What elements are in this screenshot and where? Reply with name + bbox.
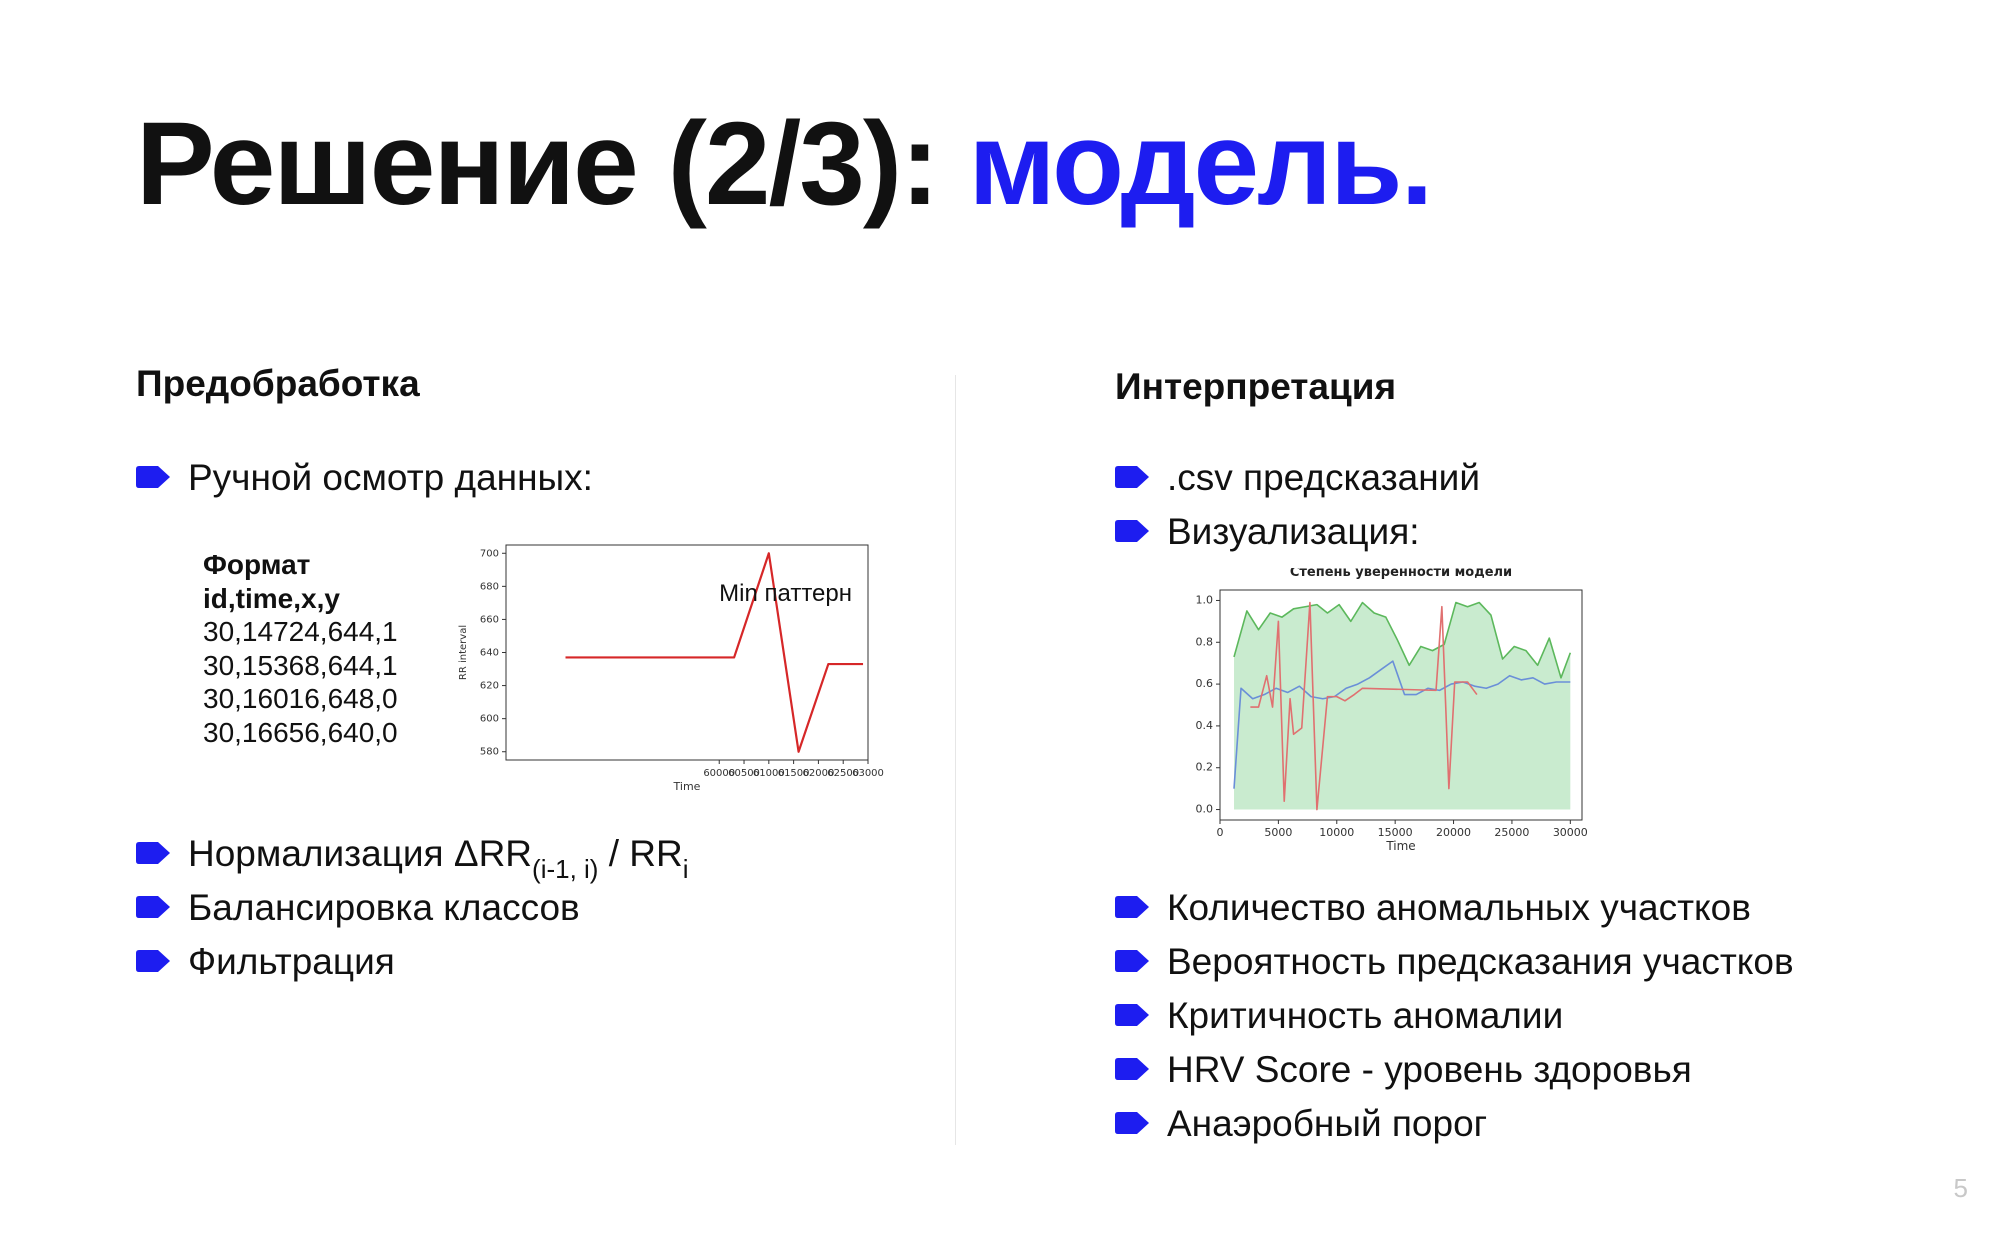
format-row: 30,16656,640,0 (203, 716, 398, 748)
y-tick-label: 0.6 (1196, 677, 1214, 690)
x-tick-label: 20000 (1436, 826, 1471, 839)
data-format-block: Формат id,time,x,y 30,14724,644,1 30,153… (203, 548, 398, 749)
x-tick-label: 61500 (778, 768, 810, 779)
arrow-right-icon (1115, 950, 1149, 972)
x-tick-label: 5000 (1264, 826, 1292, 839)
format-row: 30,16016,648,0 (203, 683, 398, 714)
x-tick-label: 62000 (803, 768, 835, 779)
arrow-right-icon (1115, 1004, 1149, 1026)
x-tick-label: 25000 (1494, 826, 1529, 839)
series-line-0 (565, 552, 864, 753)
bullet-text: Количество аномальных участков (1167, 887, 1751, 928)
list-item: HRV Score - уровень здоровья (1115, 1043, 1794, 1097)
right-bullets-top: .csv предсказаний Визуализация: (1115, 451, 1480, 559)
x-tick-label: 60500 (728, 768, 760, 779)
list-item: Ручной осмотр данных: (136, 451, 593, 505)
normalization-text: Нормализация ΔRR(i-1, i) / RRi (188, 833, 689, 882)
bullet-text: Вероятность предсказания участков (1167, 941, 1794, 982)
confidence-area (1234, 602, 1571, 810)
y-tick-label: 640 (480, 648, 499, 659)
bullet-text: Балансировка классов (188, 887, 580, 928)
chart-annotation: Min паттерн (719, 580, 852, 607)
format-header: id,time,x,y (203, 582, 340, 614)
series-line-1 (1233, 660, 1571, 789)
x-tick-label: 61000 (753, 768, 785, 779)
left-bullets-bottom: Нормализация ΔRR(i-1, i) / RRi Балансиро… (136, 827, 689, 989)
right-heading: Интерпретация (1115, 366, 1397, 407)
y-tick-label: 620 (480, 681, 499, 692)
norm-sub-index: (i-1, i) (532, 854, 599, 884)
x-tick-label: 15000 (1378, 826, 1413, 839)
list-item: Нормализация ΔRR(i-1, i) / RRi (136, 827, 689, 882)
title-accent: модель. (968, 98, 1433, 230)
y-tick-label: 1.0 (1196, 593, 1214, 606)
bullet-text: Анаэробный порог (1167, 1103, 1488, 1144)
list-item: Количество аномальных участков (1115, 881, 1794, 935)
x-tick-label: 63000 (852, 768, 884, 779)
bullet-text: .csv предсказаний (1167, 457, 1481, 498)
chart-title: Степень уверенности модели (1290, 568, 1512, 580)
plot-frame (1219, 589, 1583, 821)
arrow-right-icon (1115, 520, 1149, 542)
y-tick-label: 700 (480, 548, 499, 559)
y-tick-label: 680 (480, 581, 499, 592)
model-confidence-chart: Степень уверенности модели 0 5000 10000 1500… (1196, 568, 1588, 853)
x-tick-label: 60000 (703, 768, 735, 779)
y-axis-label: RR interval (458, 625, 469, 680)
y-tick-label: 0.4 (1196, 719, 1214, 732)
y-tick-label: 0.8 (1196, 635, 1214, 648)
bullet-text: Визуализация: (1167, 511, 1420, 552)
arrow-right-icon (1115, 896, 1149, 918)
norm-sub-i: i (682, 854, 689, 884)
x-axis-label: Time (1385, 839, 1415, 853)
column-divider (955, 375, 956, 1145)
arrow-right-icon (1115, 1112, 1149, 1134)
format-label: Формат (203, 549, 311, 580)
y-tick-label: 600 (480, 714, 499, 725)
y-tick-label: 0.0 (1196, 803, 1214, 816)
x-tick-label: 10000 (1319, 826, 1354, 839)
bullet-text: Ручной осмотр данных: (188, 457, 593, 498)
arrow-right-icon (1115, 1058, 1149, 1080)
bullet-text: HRV Score - уровень здоровья (1167, 1049, 1692, 1090)
norm-mid: / RR (598, 833, 683, 874)
list-item: Критичность аномалии (1115, 989, 1794, 1043)
x-axis-label: Time (673, 780, 701, 793)
list-item: Вероятность предсказания участков (1115, 935, 1794, 989)
series-line-2 (1250, 601, 1478, 811)
slide-title: Решение (2/3): модель. (136, 98, 1433, 230)
format-row: 30,14724,644,1 (203, 616, 398, 647)
format-row: 30,15368,644,1 (203, 649, 398, 681)
series-line-0 (1233, 601, 1572, 679)
list-item: Визуализация: (1115, 505, 1480, 559)
y-tick-label: 660 (480, 614, 499, 625)
norm-prefix: Нормализация ΔRR (188, 833, 533, 874)
page-number: 5 (1953, 1173, 1968, 1203)
arrow-right-icon (136, 466, 170, 488)
left-heading: Предобработка (136, 363, 420, 404)
bullet-text: Фильтрация (188, 941, 395, 982)
x-tick-label: 30000 (1553, 826, 1588, 839)
arrow-right-icon (136, 842, 170, 864)
bullet-text: Критичность аномалии (1167, 995, 1564, 1036)
plot-frame (505, 544, 869, 761)
arrow-right-icon (136, 896, 170, 918)
list-item: Анаэробный порог (1115, 1097, 1794, 1151)
left-bullets-top: Ручной осмотр данных: (136, 451, 593, 505)
arrow-right-icon (136, 950, 170, 972)
y-tick-label: 580 (480, 747, 499, 758)
arrow-right-icon (1115, 466, 1149, 488)
y-tick-label: 0.2 (1196, 761, 1214, 774)
title-main: Решение (2/3): (136, 98, 969, 230)
x-tick-label: 0 (1217, 826, 1224, 839)
right-bullets-bottom: Количество аномальных участков Вероятнос… (1115, 881, 1794, 1151)
x-tick-label: 62500 (827, 768, 859, 779)
list-item: Балансировка классов (136, 881, 689, 935)
list-item: Фильтрация (136, 935, 689, 989)
list-item: .csv предсказаний (1115, 451, 1480, 505)
